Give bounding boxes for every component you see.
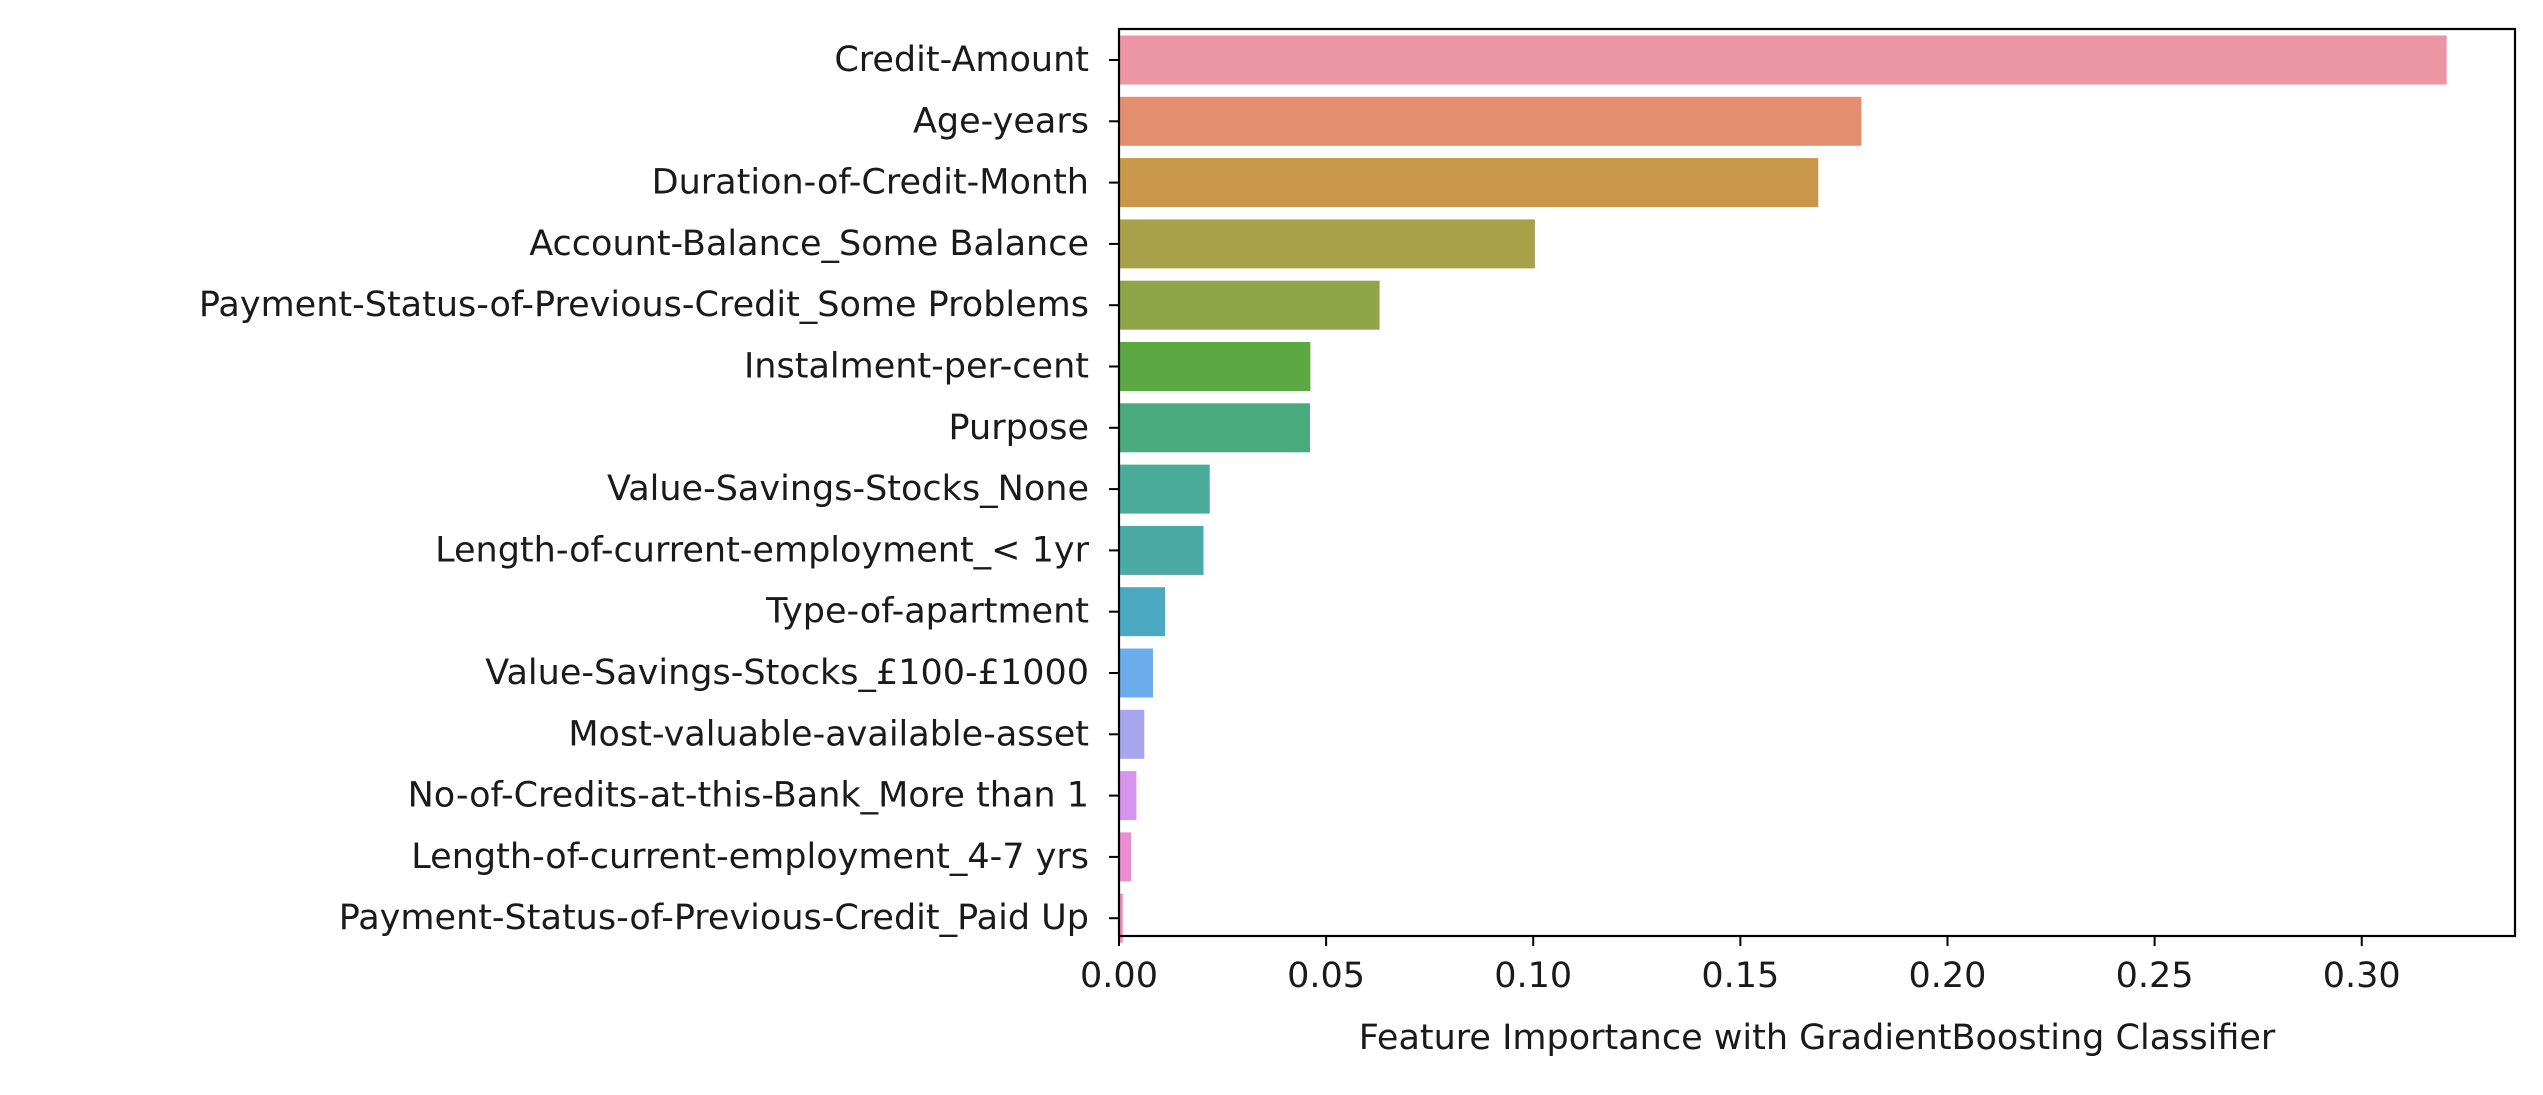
bar <box>1119 587 1165 637</box>
y-tick-label: Length-of-current-employment_< 1yr <box>435 530 1090 570</box>
bar <box>1119 893 1123 943</box>
bar <box>1119 771 1137 821</box>
bar <box>1119 403 1310 453</box>
y-tick-label: Account-Balance_Some Balance <box>529 224 1089 264</box>
y-tick-label: Type-of-apartment <box>765 592 1089 632</box>
x-tick-label: 0.30 <box>2323 956 2401 996</box>
y-tick-label: No-of-Credits-at-this-Bank_More than 1 <box>408 776 1089 816</box>
bar <box>1119 35 2447 85</box>
bar <box>1119 464 1210 514</box>
bar <box>1119 280 1380 330</box>
bar <box>1119 219 1535 269</box>
y-tick-labels: Credit-Amount Age-years Duration-of-Credit… <box>199 40 1119 938</box>
y-tick-label: Most-valuable-available-asset <box>568 714 1089 754</box>
plot-frame <box>1117 27 2517 938</box>
y-tick-label: Value-Savings-Stocks_£100-£1000 <box>485 653 1089 693</box>
y-tick-label: Purpose <box>949 408 1089 448</box>
y-tick-label: Age-years <box>913 101 1089 141</box>
x-tick-label: 0.15 <box>1701 956 1779 996</box>
x-tick-label: 0.10 <box>1494 956 1572 996</box>
y-tick-label: Value-Savings-Stocks_None <box>607 469 1089 509</box>
y-tick-label: Duration-of-Credit-Month <box>652 163 1089 203</box>
x-axis-label: Feature Importance with GradientBoosting… <box>1359 1018 2276 1058</box>
y-tick-label: Length-of-current-employment_4-7 yrs <box>411 837 1089 877</box>
y-tick-label: Payment-Status-of-Previous-Credit_Some P… <box>199 285 1089 325</box>
bar <box>1119 342 1311 391</box>
bars-layer <box>1119 35 2447 943</box>
y-tick-label: Payment-Status-of-Previous-Credit_Paid U… <box>339 898 1089 938</box>
y-tick-label: Instalment-per-cent <box>744 347 1089 387</box>
x-tick-label: 0.05 <box>1287 956 1365 996</box>
bar <box>1119 648 1153 698</box>
y-tick-label: Credit-Amount <box>834 40 1089 80</box>
x-tick-label: 0.25 <box>2116 956 2194 996</box>
x-tick-label: 0.20 <box>1909 956 1987 996</box>
bar <box>1119 96 1862 146</box>
x-tick-label: 0.00 <box>1080 956 1158 996</box>
bar <box>1119 832 1132 882</box>
bar <box>1119 158 1819 208</box>
x-ticks: 0.00 0.05 0.10 0.15 0.20 0.25 0.30 <box>1080 936 2401 996</box>
bar <box>1119 709 1145 759</box>
bar <box>1119 525 1204 575</box>
